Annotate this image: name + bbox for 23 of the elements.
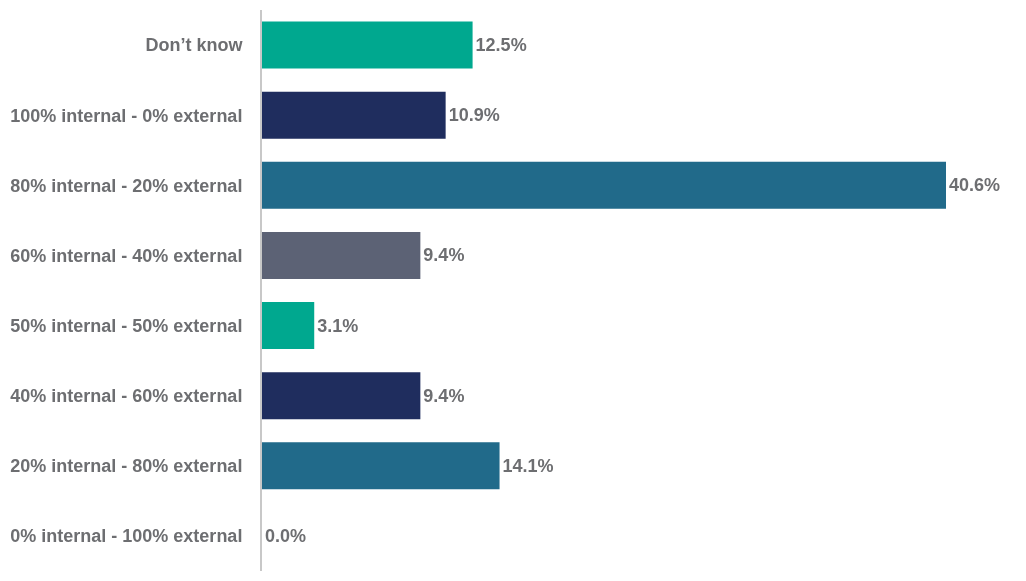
y-tick-label: 0% internal - 100% external (10, 526, 243, 547)
bar (262, 372, 421, 420)
bar (262, 91, 446, 139)
bar (262, 21, 473, 69)
bar (262, 231, 421, 279)
y-tick-label: 40% internal - 60% external (10, 385, 243, 406)
y-tick-label: 50% internal - 50% external (10, 315, 243, 336)
y-tick-label: 80% internal - 20% external (10, 175, 243, 196)
y-tick-label: 100% internal - 0% external (10, 105, 243, 126)
data-label: 14.1% (502, 455, 554, 476)
data-label: 12.5% (475, 35, 527, 56)
data-label: 3.1% (317, 315, 359, 336)
bar (262, 442, 500, 490)
bar (262, 302, 315, 350)
data-label: 0.0% (265, 525, 307, 546)
y-tick-label: 60% internal - 40% external (10, 245, 243, 266)
bar (262, 161, 946, 209)
y-tick-label: Don’t know (145, 35, 244, 56)
data-label: 10.9% (448, 105, 500, 126)
y-tick-label: 20% internal - 80% external (10, 456, 243, 477)
data-label: 9.4% (423, 385, 465, 406)
data-label: 40.6% (949, 175, 1001, 196)
data-label: 9.4% (423, 245, 465, 266)
